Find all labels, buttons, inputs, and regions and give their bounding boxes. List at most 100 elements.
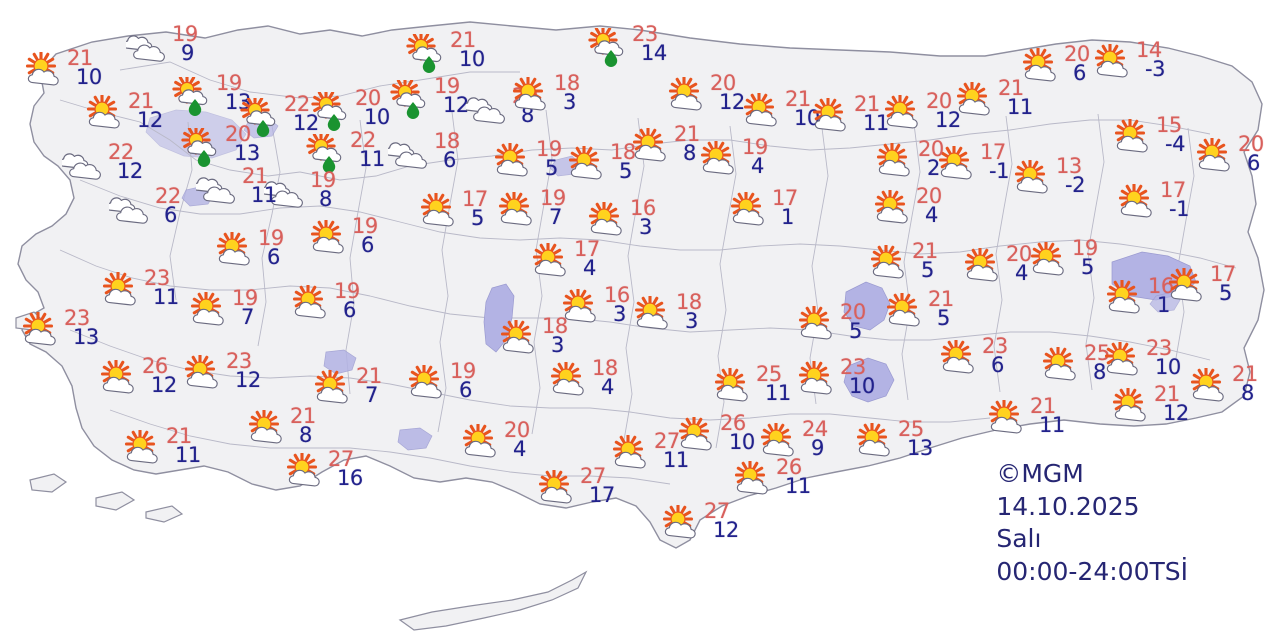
min-temperature: 8 [521,103,534,127]
min-temperature: 10 [76,65,102,89]
sun-behind-cloud-icon [186,292,238,332]
station-temperatures: 17 -1 [980,142,1034,182]
max-temperature: 25 [756,362,782,386]
min-temperature: 8 [683,141,696,165]
cloud-icon [264,174,316,214]
station-temperatures: 21 11 [242,166,296,206]
min-temperature: 12 [293,111,319,135]
sun-behind-cloud-icon [936,340,988,380]
max-temperature: 18 [592,356,618,380]
sun-behind-cloud-icon [180,355,232,395]
legend-copyright: ©MGM [996,459,1084,488]
station-temperatures: 21 11 [1030,396,1084,436]
max-temperature: 17 [772,186,798,210]
station-temperatures: 18 4 [592,358,646,398]
sun-behind-cloud-icon [952,82,1004,122]
sun-behind-cloud-icon [120,430,172,470]
max-temperature: 16 [630,196,656,220]
min-temperature: 11 [1007,95,1033,119]
sun-behind-cloud-icon [1164,268,1216,308]
sun-behind-cloud-icon [960,248,1012,288]
max-temperature: 19 [232,286,258,310]
sun-behind-cloud-icon [608,435,660,475]
max-temperature: 20 [225,122,251,146]
min-temperature: 3 [551,333,564,357]
station-temperatures: 26 10 [720,413,774,453]
min-temperature: 16 [337,466,363,490]
max-temperature: 27 [580,464,606,488]
max-temperature: 20 [916,184,942,208]
station-temperatures: 19 5 [536,139,590,179]
sun-behind-cloud-icon [496,320,548,360]
max-temperature: 21 [928,287,954,311]
min-temperature: 12 [151,373,177,397]
station-temperatures: 19 8 [310,170,364,210]
station-temperatures: 17 5 [462,189,516,229]
max-temperature: 18 [554,71,580,95]
station-temperatures: 18 3 [542,316,596,356]
cloud-icon [126,28,178,68]
sun-behind-cloud-icon [288,285,340,325]
station-temperatures: 27 16 [328,449,382,489]
sun-behind-cloud-icon [244,410,296,450]
max-temperature: 21 [166,424,192,448]
station-temperatures: 16 3 [604,285,658,325]
station-temperatures: 27 12 [704,501,758,541]
min-temperature: 4 [925,203,938,227]
max-temperature: 21 [290,404,316,428]
station-temperatures: 19 9 [172,24,226,64]
station-temperatures: 20 4 [504,420,558,460]
min-temperature: 4 [751,154,764,178]
station-temperatures: 19 7 [232,288,286,328]
min-temperature: 9 [181,41,194,65]
station-temperatures: 27 17 [580,466,634,506]
station-temperatures: 20 6 [1064,44,1118,84]
max-temperature: 15 [1156,113,1182,137]
sun-behind-cloud-icon [310,370,362,410]
max-temperature: 18 [610,140,636,164]
min-temperature: 3 [639,215,652,239]
max-temperature: 19 [334,279,360,303]
sun-behind-cloud-icon [630,296,682,336]
sun-behind-cloud-icon [584,202,636,242]
max-temperature: 25 [1084,341,1110,365]
station-temperatures: 17 1 [772,188,826,228]
station-temperatures: 25 13 [898,419,952,459]
max-temperature: 19 [216,71,242,95]
station-temperatures: 21 5 [928,289,982,329]
min-temperature: 11 [1039,413,1065,437]
min-temperature: 6 [459,378,472,402]
sun-behind-cloud-icon [882,293,934,333]
station-temperatures: 21 5 [912,241,966,281]
station-temperatures: 17 4 [574,239,628,279]
min-temperature: 5 [545,156,558,180]
min-temperature: 12 [935,108,961,132]
sun-behind-cloud-icon [794,306,846,346]
min-temperature: 6 [1247,151,1260,175]
sun-behind-cloud-icon [628,128,680,168]
sun-behind-cloud-icon [404,365,456,405]
sun-behind-cloud-icon [808,98,860,138]
min-temperature: 5 [471,206,484,230]
min-temperature: 6 [361,233,374,257]
min-temperature: 10 [459,47,485,71]
min-temperature: 8 [1241,381,1254,405]
sun-cloud-rain-icon [170,77,222,117]
sun-behind-cloud-icon [739,93,791,133]
station-temperatures: 18 6 [434,131,488,171]
max-temperature: 21 [1154,382,1180,406]
max-temperature: 22 [350,128,376,152]
legend-time-range: 00:00-24:00TSİ [996,556,1188,586]
min-temperature: 2 [927,156,940,180]
max-temperature: 19 [1072,236,1098,260]
sun-behind-cloud-icon [490,143,542,183]
station-temperatures: 26 12 [142,356,196,396]
max-temperature: 20 [504,418,530,442]
max-temperature: 20 [1064,42,1090,66]
min-temperature: -3 [1145,57,1165,81]
station-temperatures: 20 13 [225,124,279,164]
min-temperature: 12 [1163,401,1189,425]
min-temperature: 6 [443,148,456,172]
cloud-icon [388,135,440,175]
